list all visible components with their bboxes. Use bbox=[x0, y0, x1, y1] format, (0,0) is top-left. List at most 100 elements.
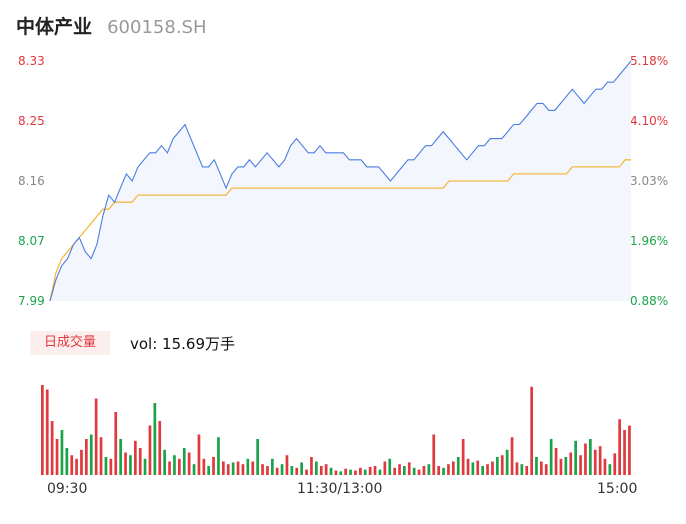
volume-bar bbox=[383, 461, 387, 475]
volume-bar bbox=[447, 464, 450, 475]
volume-bar bbox=[212, 457, 215, 475]
volume-bar bbox=[486, 464, 489, 475]
volume-bar bbox=[535, 457, 538, 475]
volume-bar bbox=[300, 462, 303, 475]
volume-bar bbox=[290, 466, 294, 475]
volume-bar bbox=[471, 462, 475, 475]
volume-bar bbox=[403, 466, 406, 475]
volume-bar bbox=[261, 464, 264, 475]
x-tick-midday: 11:30/13:00 bbox=[297, 481, 383, 497]
volume-bar bbox=[70, 455, 74, 475]
volume-bar bbox=[481, 466, 484, 475]
volume-bar bbox=[368, 466, 372, 475]
volume-bar bbox=[491, 461, 494, 475]
y-tick-left-2: 8.16 bbox=[18, 174, 45, 188]
volume-bar bbox=[41, 385, 44, 475]
volume-bar bbox=[246, 458, 250, 475]
volume-bar bbox=[319, 466, 323, 475]
volume-bar bbox=[104, 457, 108, 475]
volume-bar bbox=[109, 458, 113, 475]
volume-bar bbox=[579, 455, 582, 475]
volume-bar bbox=[329, 467, 333, 475]
volume-bar bbox=[89, 434, 93, 475]
price-line bbox=[49, 60, 632, 302]
y-tick-right-0: 5.18% bbox=[630, 54, 669, 68]
volume-bar bbox=[285, 455, 289, 475]
volume-bar bbox=[530, 386, 533, 475]
volume-bar bbox=[94, 398, 98, 475]
volume-bar bbox=[574, 440, 577, 475]
volume-bar bbox=[618, 419, 621, 475]
volume-bar bbox=[222, 461, 225, 475]
y-tick-right-2: 3.03% bbox=[630, 174, 669, 188]
volume-bar bbox=[45, 389, 49, 475]
y-tick-left-3: 8.07 bbox=[18, 234, 45, 248]
volume-bar bbox=[500, 455, 504, 475]
volume-bar bbox=[271, 458, 274, 475]
y-tick-left-0: 8.33 bbox=[18, 54, 45, 68]
volume-bar bbox=[363, 469, 367, 475]
volume-bar bbox=[187, 452, 191, 475]
volume-bar bbox=[559, 458, 563, 475]
volume-bar bbox=[427, 464, 431, 475]
volume-bar bbox=[515, 462, 519, 475]
volume-bar bbox=[613, 453, 617, 475]
volume-bar bbox=[437, 466, 440, 475]
x-tick-open: 09:30 bbox=[47, 481, 88, 497]
volume-bar bbox=[549, 439, 553, 475]
volume-bar bbox=[412, 467, 416, 475]
volume-bar bbox=[339, 471, 343, 475]
volume-bar bbox=[466, 458, 470, 475]
volume-bar bbox=[280, 464, 284, 475]
volume-bar bbox=[256, 439, 259, 475]
volume-bar bbox=[99, 437, 103, 475]
volume-bar bbox=[134, 440, 137, 475]
volume-bar bbox=[129, 455, 132, 475]
volume-bar bbox=[388, 458, 392, 475]
title-row: 中体产业 600158.SH bbox=[16, 12, 207, 39]
volume-bar bbox=[398, 464, 401, 475]
volume-bar bbox=[60, 430, 64, 475]
volume-readout: vol: 15.69万手 bbox=[130, 335, 235, 353]
volume-bar bbox=[217, 437, 220, 475]
volume-bar bbox=[510, 437, 514, 475]
volume-bar bbox=[456, 457, 460, 475]
volume-bar bbox=[251, 461, 255, 475]
volume-bar bbox=[50, 421, 54, 475]
y-tick-left-1: 8.25 bbox=[18, 114, 45, 128]
volume-bar bbox=[310, 457, 313, 475]
volume-bar bbox=[114, 412, 118, 475]
volume-bar bbox=[603, 458, 607, 475]
volume-bar bbox=[422, 466, 426, 475]
volume-bar bbox=[598, 446, 602, 475]
volume-bar bbox=[496, 457, 499, 475]
volume-bar bbox=[525, 466, 529, 475]
volume-bar bbox=[80, 449, 83, 475]
volume-bar bbox=[505, 449, 509, 475]
volume-bar bbox=[442, 467, 445, 475]
volume-bar bbox=[593, 449, 597, 475]
volume-bar bbox=[153, 403, 157, 475]
volume-bar bbox=[393, 467, 396, 475]
volume-bar bbox=[85, 439, 88, 475]
volume-bar bbox=[192, 464, 196, 475]
volume-tab[interactable]: 日成交量 bbox=[30, 331, 110, 355]
volume-bar bbox=[378, 469, 382, 475]
y-tick-right-1: 4.10% bbox=[630, 114, 669, 128]
average-price-line bbox=[49, 159, 631, 302]
volume-bar bbox=[344, 468, 347, 475]
volume-bar bbox=[564, 457, 568, 475]
volume-bar bbox=[163, 449, 166, 475]
volume-bar bbox=[143, 458, 147, 475]
volume-bar bbox=[207, 466, 210, 475]
volume-bar bbox=[608, 464, 612, 475]
volume-bar bbox=[432, 434, 436, 475]
volume-bar bbox=[173, 455, 176, 475]
volume-bar bbox=[231, 462, 235, 475]
volume-bar bbox=[476, 460, 480, 475]
y-tick-right-3: 1.96% bbox=[630, 234, 669, 248]
stock-name: 中体产业 bbox=[16, 16, 93, 38]
volume-bar bbox=[628, 425, 631, 475]
volume-bar bbox=[236, 461, 240, 475]
volume-bar bbox=[359, 467, 362, 475]
